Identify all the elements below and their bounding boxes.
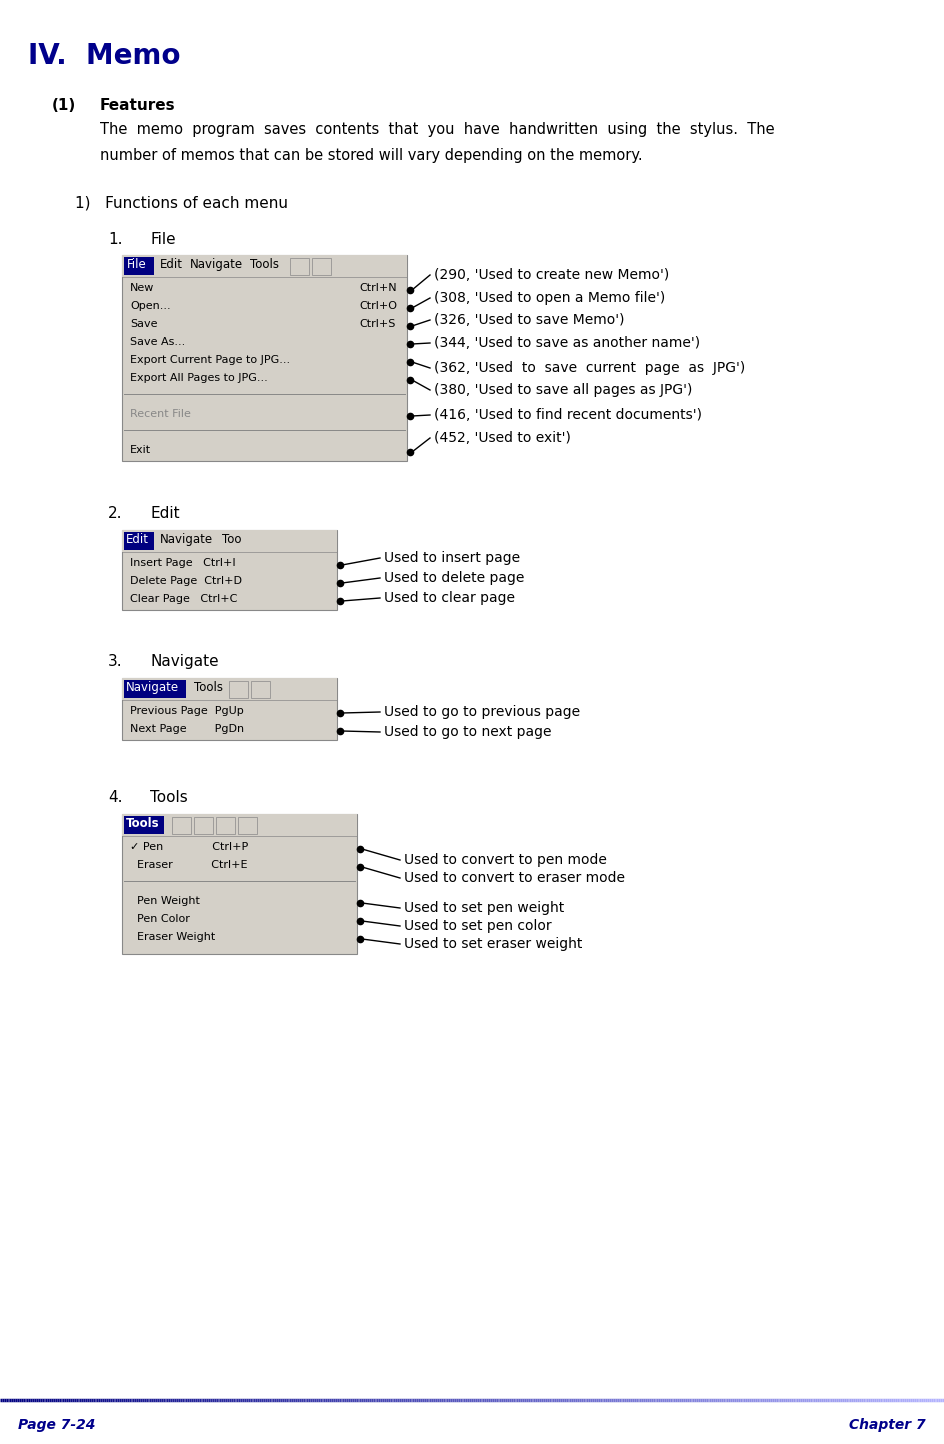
Text: Exit: Exit [130, 445, 151, 455]
Bar [122, 256, 407, 277]
Text: Used to go to next page: Used to go to next page [384, 725, 551, 739]
Text: (380, 'Used to save all pages as JPG'): (380, 'Used to save all pages as JPG') [434, 383, 692, 397]
Text: (1): (1) [52, 98, 76, 113]
Text: (416, 'Used to find recent documents'): (416, 'Used to find recent documents') [434, 409, 702, 422]
Text: Previous Page  PgUp: Previous Page PgUp [130, 706, 244, 716]
Text: number of memos that can be stored will vary depending on the memory.: number of memos that can be stored will … [100, 147, 643, 163]
Bar [122, 530, 337, 609]
Text: (362, 'Used  to  save  current  page  as  JPG'): (362, 'Used to save current page as JPG'… [434, 361, 745, 375]
Text: 1)   Functions of each menu: 1) Functions of each menu [75, 196, 288, 211]
Text: Used to set eraser weight: Used to set eraser weight [404, 937, 582, 952]
Bar [172, 817, 191, 835]
Text: Export All Pages to JPG...: Export All Pages to JPG... [130, 373, 268, 383]
Text: Used to go to previous page: Used to go to previous page [384, 705, 581, 719]
Text: The  memo  program  saves  contents  that  you  have  handwritten  using  the  s: The memo program saves contents that you… [100, 121, 775, 137]
Bar [312, 258, 331, 274]
Text: Edit: Edit [150, 505, 179, 521]
Text: 1.: 1. [108, 232, 123, 247]
Bar [124, 680, 186, 697]
Text: Page 7-24: Page 7-24 [18, 1418, 95, 1432]
Text: (344, 'Used to save as another name'): (344, 'Used to save as another name') [434, 336, 700, 349]
Text: Insert Page   Ctrl+I: Insert Page Ctrl+I [130, 557, 236, 567]
Text: IV.  Memo: IV. Memo [28, 42, 180, 69]
Text: New: New [130, 283, 155, 293]
Text: Tools: Tools [126, 817, 160, 830]
Text: Features: Features [100, 98, 176, 113]
Text: (308, 'Used to open a Memo file'): (308, 'Used to open a Memo file') [434, 292, 666, 305]
Text: Save As...: Save As... [130, 336, 185, 347]
Text: Used to set pen color: Used to set pen color [404, 918, 551, 933]
Text: Eraser Weight: Eraser Weight [130, 931, 215, 941]
Bar [124, 257, 154, 274]
Text: File: File [150, 232, 176, 247]
Text: Export Current Page to JPG...: Export Current Page to JPG... [130, 355, 290, 365]
Bar [122, 814, 357, 954]
Bar [238, 817, 257, 835]
Bar [124, 531, 154, 550]
Text: (326, 'Used to save Memo'): (326, 'Used to save Memo') [434, 313, 625, 326]
Text: Chapter 7: Chapter 7 [850, 1418, 926, 1432]
Text: (290, 'Used to create new Memo'): (290, 'Used to create new Memo') [434, 269, 669, 282]
Text: Edit: Edit [126, 533, 149, 546]
Text: Used to convert to eraser mode: Used to convert to eraser mode [404, 871, 625, 885]
Text: 2.: 2. [108, 505, 123, 521]
Text: 3.: 3. [108, 654, 123, 669]
Text: Tools: Tools [194, 682, 223, 695]
Text: Navigate: Navigate [150, 654, 219, 669]
Text: Eraser           Ctrl+E: Eraser Ctrl+E [130, 861, 247, 869]
Bar [122, 679, 337, 700]
Bar [216, 817, 235, 835]
Text: Used to insert page: Used to insert page [384, 552, 520, 565]
Text: Open...: Open... [130, 300, 171, 310]
Bar [122, 530, 337, 552]
Bar [229, 682, 248, 697]
Bar [122, 256, 407, 461]
Bar [290, 258, 309, 274]
Text: Edit: Edit [160, 258, 183, 271]
Text: Navigate: Navigate [160, 533, 213, 546]
Text: 4.: 4. [108, 790, 123, 804]
Text: Delete Page  Ctrl+D: Delete Page Ctrl+D [130, 576, 242, 586]
Text: Ctrl+S: Ctrl+S [359, 319, 396, 329]
Text: ✓ Pen              Ctrl+P: ✓ Pen Ctrl+P [130, 842, 248, 852]
Text: Used to delete page: Used to delete page [384, 570, 524, 585]
Text: Too: Too [222, 533, 242, 546]
Bar [124, 816, 164, 835]
Text: Save: Save [130, 319, 158, 329]
Text: Tools: Tools [150, 790, 188, 804]
Bar [194, 817, 213, 835]
Text: Pen Color: Pen Color [130, 914, 190, 924]
Text: Pen Weight: Pen Weight [130, 895, 200, 905]
Text: Ctrl+O: Ctrl+O [359, 300, 397, 310]
Text: Used to clear page: Used to clear page [384, 591, 515, 605]
Text: Ctrl+N: Ctrl+N [359, 283, 396, 293]
Bar [122, 679, 337, 739]
Text: Tools: Tools [250, 258, 279, 271]
Text: Used to convert to pen mode: Used to convert to pen mode [404, 853, 607, 866]
Text: Used to set pen weight: Used to set pen weight [404, 901, 565, 915]
Text: File: File [127, 258, 146, 271]
Bar [251, 682, 270, 697]
Text: Recent File: Recent File [130, 409, 191, 419]
Text: Navigate: Navigate [126, 682, 179, 695]
Text: Navigate: Navigate [190, 258, 244, 271]
Text: (452, 'Used to exit'): (452, 'Used to exit') [434, 430, 571, 445]
Text: Clear Page   Ctrl+C: Clear Page Ctrl+C [130, 593, 237, 604]
Text: Next Page        PgDn: Next Page PgDn [130, 723, 244, 734]
Bar [122, 814, 357, 836]
